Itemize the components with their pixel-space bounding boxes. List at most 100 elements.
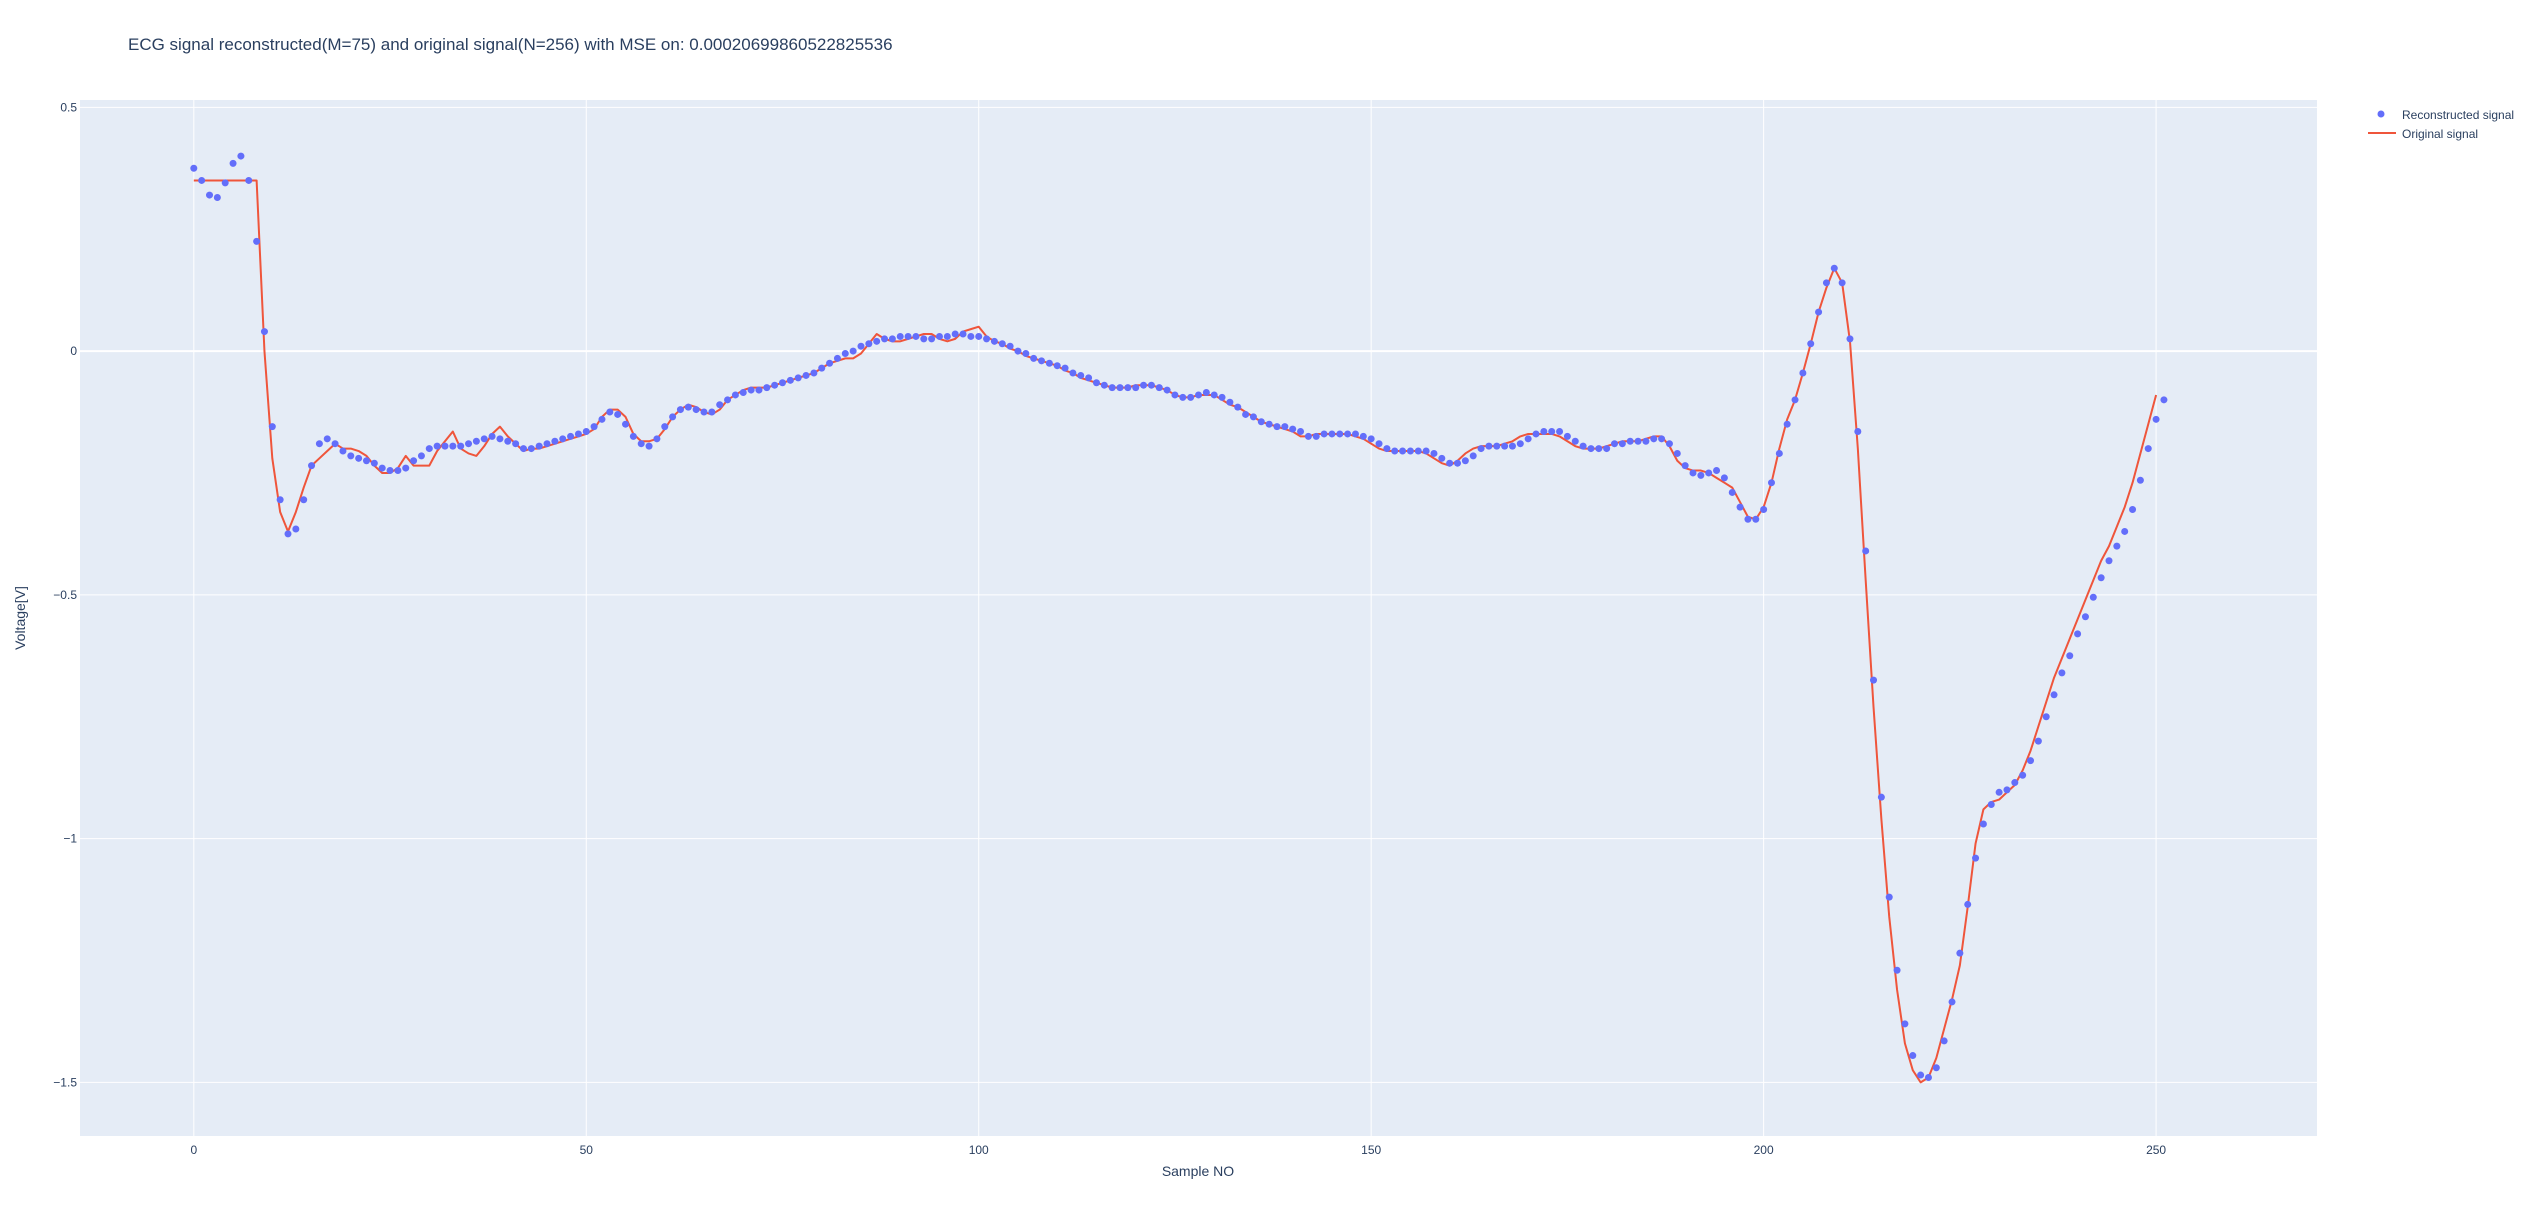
y-tick-label: −0.5 xyxy=(53,588,77,602)
reconstructed-point xyxy=(920,335,928,343)
reconstructed-point xyxy=(1972,854,1980,862)
reconstructed-point xyxy=(1061,364,1069,372)
reconstructed-point xyxy=(496,435,504,443)
legend-label-reconstructed[interactable]: Reconstructed signal xyxy=(2402,108,2514,122)
reconstructed-point xyxy=(465,440,473,448)
x-tick-label: 100 xyxy=(969,1143,989,1157)
reconstructed-point xyxy=(1767,479,1775,487)
reconstructed-point xyxy=(1838,279,1846,287)
reconstructed-point xyxy=(1477,445,1485,453)
reconstructed-point xyxy=(1673,449,1681,457)
reconstructed-point xyxy=(433,442,441,450)
reconstructed-point xyxy=(1038,357,1046,365)
reconstructed-point xyxy=(716,401,724,409)
reconstructed-point xyxy=(763,384,771,392)
reconstructed-point xyxy=(2152,415,2160,423)
reconstructed-point xyxy=(2121,527,2129,535)
reconstructed-point xyxy=(959,330,967,338)
x-tick-label: 50 xyxy=(580,1143,594,1157)
reconstructed-point xyxy=(2144,445,2152,453)
reconstructed-point xyxy=(1022,350,1030,358)
reconstructed-point xyxy=(1281,423,1289,431)
reconstructed-point xyxy=(1461,457,1469,465)
reconstructed-point xyxy=(582,428,590,436)
y-tick-label: 0 xyxy=(70,344,77,358)
y-axis-title: Voltage[V] xyxy=(12,586,28,650)
reconstructed-point xyxy=(308,462,316,470)
reconstructed-point xyxy=(645,442,653,450)
reconstructed-point xyxy=(386,467,394,475)
reconstructed-point xyxy=(1760,506,1768,514)
reconstructed-point xyxy=(1571,437,1579,445)
reconstructed-point xyxy=(1799,369,1807,377)
reconstructed-point xyxy=(480,435,488,443)
reconstructed-point xyxy=(2003,786,2011,794)
reconstructed-point xyxy=(355,454,363,462)
reconstructed-point xyxy=(1030,354,1038,362)
reconstructed-point xyxy=(896,332,904,340)
reconstructed-point xyxy=(1822,279,1830,287)
reconstructed-point xyxy=(614,410,622,418)
reconstructed-point xyxy=(1775,449,1783,457)
reconstructed-point xyxy=(786,376,794,384)
reconstructed-point xyxy=(362,457,370,465)
reconstructed-point xyxy=(1556,428,1564,436)
reconstructed-point xyxy=(928,335,936,343)
reconstructed-point xyxy=(2074,630,2082,638)
reconstructed-point xyxy=(1226,398,1234,406)
reconstructed-point xyxy=(1234,403,1242,411)
reconstructed-point xyxy=(425,445,433,453)
reconstructed-point xyxy=(551,437,559,445)
reconstructed-point xyxy=(268,423,276,431)
reconstructed-point xyxy=(1218,393,1226,401)
reconstructed-point xyxy=(2089,593,2097,601)
reconstructed-point xyxy=(2042,713,2050,721)
reconstructed-point xyxy=(1242,410,1250,418)
reconstructed-point xyxy=(1045,359,1053,367)
reconstructed-point xyxy=(300,496,308,504)
reconstructed-point xyxy=(1728,488,1736,496)
reconstructed-point xyxy=(543,440,551,448)
reconstructed-point xyxy=(323,435,331,443)
reconstructed-point xyxy=(567,432,575,440)
reconstructed-point xyxy=(802,371,810,379)
reconstructed-point xyxy=(229,159,237,167)
reconstructed-point xyxy=(1454,459,1462,467)
reconstructed-point xyxy=(1909,1052,1917,1060)
legend-marker-reconstructed[interactable] xyxy=(2377,110,2385,118)
reconstructed-point xyxy=(935,332,943,340)
reconstructed-point xyxy=(1438,454,1446,462)
reconstructed-point xyxy=(598,415,606,423)
reconstructed-point xyxy=(1155,384,1163,392)
reconstructed-point xyxy=(1720,474,1728,482)
reconstructed-point xyxy=(2034,737,2042,745)
reconstructed-point xyxy=(512,440,520,448)
reconstructed-point xyxy=(253,237,261,245)
reconstructed-point xyxy=(1320,430,1328,438)
reconstructed-point xyxy=(1846,335,1854,343)
reconstructed-point xyxy=(967,332,975,340)
reconstructed-point xyxy=(1391,447,1399,455)
reconstructed-point xyxy=(198,176,206,184)
reconstructed-point xyxy=(1979,820,1987,828)
reconstructed-point xyxy=(1665,440,1673,448)
reconstructed-point xyxy=(315,440,323,448)
reconstructed-point xyxy=(794,374,802,382)
reconstructed-point xyxy=(1815,308,1823,316)
reconstructed-point xyxy=(1830,264,1838,272)
reconstructed-point xyxy=(1940,1037,1948,1045)
reconstructed-point xyxy=(1807,340,1815,348)
reconstructed-point xyxy=(779,379,786,387)
reconstructed-point xyxy=(661,423,669,431)
reconstructed-point xyxy=(669,413,677,421)
reconstructed-point xyxy=(755,386,763,394)
reconstructed-point xyxy=(724,396,732,404)
plot-area[interactable] xyxy=(80,100,2317,1136)
reconstructed-point xyxy=(527,445,535,453)
reconstructed-point xyxy=(1917,1071,1925,1079)
reconstructed-point xyxy=(1548,428,1556,436)
legend-label-original[interactable]: Original signal xyxy=(2402,127,2478,141)
reconstructed-point xyxy=(1924,1074,1932,1081)
reconstructed-point xyxy=(1383,445,1391,453)
reconstructed-point xyxy=(2129,506,2137,514)
